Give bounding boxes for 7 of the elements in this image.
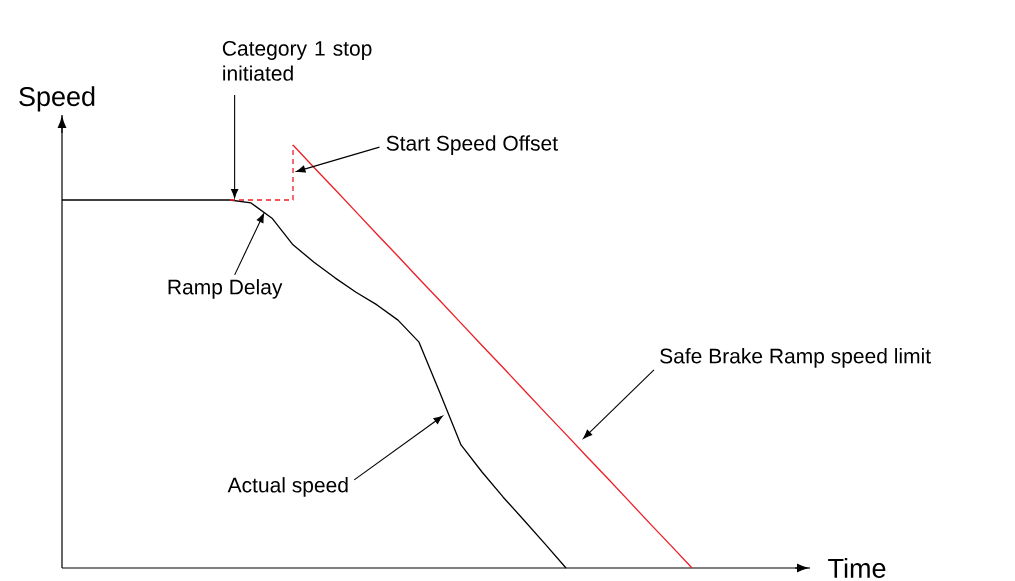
annotation: Start Speed Offset <box>386 135 558 155</box>
text: Category 1 stop initiated <box>222 40 372 81</box>
annotation: Ramp Delay <box>168 278 283 299</box>
annotation: Safe Brake Ramp speed limit <box>660 347 931 368</box>
x-axis-title: Time <box>828 557 886 578</box>
y-axis-title: Speed <box>19 86 95 112</box>
annotation: Actual speed <box>227 476 348 497</box>
